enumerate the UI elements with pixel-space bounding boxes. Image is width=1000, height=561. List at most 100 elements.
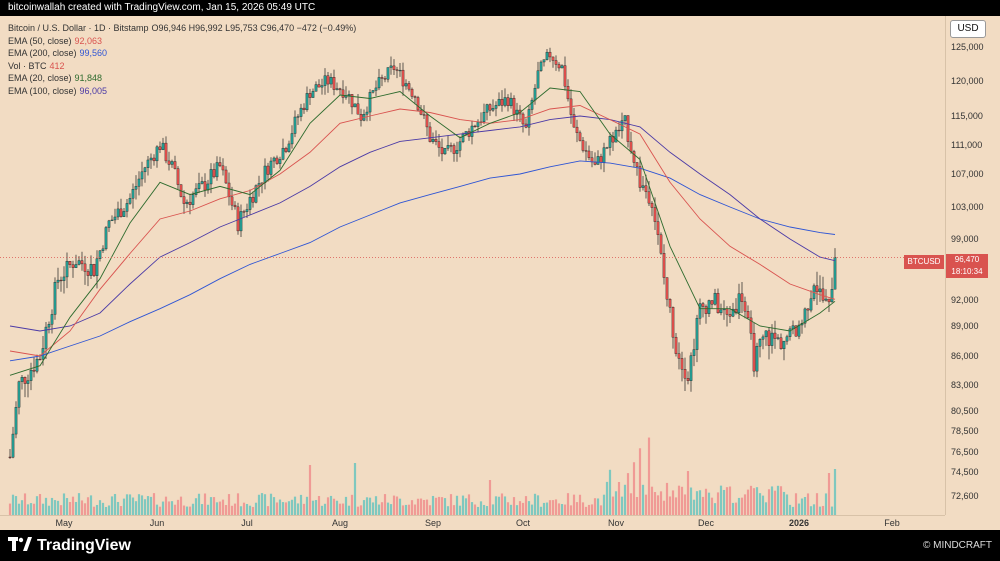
candle-body [491,108,495,111]
currency-button[interactable]: USD [950,20,986,38]
price-tick-label: 125,000 [951,42,984,52]
legend-row[interactable]: Bitcoin / U.S. Dollar · 1D · Bitstamp O96… [8,22,356,35]
volume-bar [413,504,417,515]
candle-body [287,143,291,152]
candle-body [746,311,750,319]
candle-body [803,308,807,324]
candle-body [743,301,747,312]
candle-body [542,59,546,63]
candle-body [707,300,711,314]
candle-body [212,169,216,178]
indicator-legend: Bitcoin / U.S. Dollar · 1D · Bitstamp O96… [8,22,356,97]
candle-body [47,324,51,328]
volume-bar [674,497,678,515]
candle-body [185,201,189,204]
volume-bar [47,505,51,515]
volume-bar [50,497,54,515]
candle-body [50,314,54,325]
candle-body [197,183,201,189]
volume-bar [692,499,696,515]
legend-row[interactable]: EMA (100, close) 96,005 [8,85,356,98]
volume-bar [647,437,651,515]
candle-body [200,181,204,184]
volume-bar [44,497,48,515]
volume-bar [776,485,780,515]
volume-bar [110,496,114,515]
candle-body [446,145,450,149]
candle-body [563,65,567,87]
volume-bar [560,504,564,515]
candle-body [683,369,687,379]
volume-bar [824,493,828,515]
volume-bar [683,494,687,515]
volume-bar [251,506,255,515]
candle-body [509,97,513,107]
volume-bar [338,503,342,515]
candle-body [323,75,327,86]
volume-bar [389,504,393,515]
volume-bar [599,505,603,515]
candle-body [755,346,759,372]
volume-bar [341,503,345,515]
volume-bar [761,495,765,515]
volume-bar [734,502,738,515]
volume-bar [566,493,570,515]
legend-row[interactable]: Vol · BTC 412 [8,60,356,73]
candle-body [218,162,222,167]
volume-bar [551,500,555,515]
candle-body [656,221,660,235]
watermark-credit: © MINDCRAFT [922,540,992,551]
volume-bar [497,496,501,515]
legend-label: EMA (100, close) [8,85,77,96]
volume-bar [368,497,372,515]
time-axis[interactable]: May Jun Jul Aug Sep Oct Nov Dec 2026 Feb [0,515,945,531]
volume-bar [263,494,267,515]
candle-body [548,51,552,58]
volume-bar [521,502,525,515]
time-tick-label: May [55,518,73,528]
volume-bar [536,495,540,515]
candle-body [272,157,276,162]
time-tick-label: Oct [515,518,530,528]
candle-body [74,264,78,268]
volume-bar [485,506,489,515]
candle-body [398,69,402,72]
candle-body [110,219,114,222]
candle-body [317,84,321,88]
candle-body [221,165,225,171]
volume-bar [257,494,261,515]
candle-body [38,358,42,361]
candle-body [527,109,531,128]
candle-body [767,330,771,346]
volume-bar [818,506,822,515]
volume-bar [788,504,792,515]
volume-bar [626,473,630,515]
legend-row[interactable]: EMA (200, close) 99,560 [8,47,356,60]
volume-bar [176,499,180,515]
candle-body [14,407,18,435]
volume-bar [575,502,579,515]
volume-bar [323,503,327,515]
candle-body [632,151,636,163]
legend-label: Bitcoin / U.S. Dollar · 1D · Bitstamp [8,23,149,33]
volume-bar [119,506,123,515]
candle-body [347,94,351,96]
volume-bar [653,492,657,515]
candle-body [335,88,339,90]
volume-bar [62,493,66,515]
tradingview-logo[interactable]: TradingView [8,537,131,555]
volume-bar [77,493,81,515]
candle-body [248,196,252,210]
legend-row[interactable]: EMA (20, close) 91,848 [8,72,356,85]
price-chart[interactable] [0,16,945,515]
volume-bar [41,503,45,515]
volume-bar [758,493,762,515]
volume-bar [188,506,192,515]
volume-bar [773,490,777,515]
volume-bar [527,501,531,515]
candle-body [461,133,465,143]
legend-row[interactable]: EMA (50, close) 92,063 [8,35,356,48]
price-axis[interactable]: 125,000 120,000 115,000 111,000 107,000 103,0… [945,16,1000,515]
candle-body [824,298,828,301]
time-tick-label: Jun [149,518,165,528]
